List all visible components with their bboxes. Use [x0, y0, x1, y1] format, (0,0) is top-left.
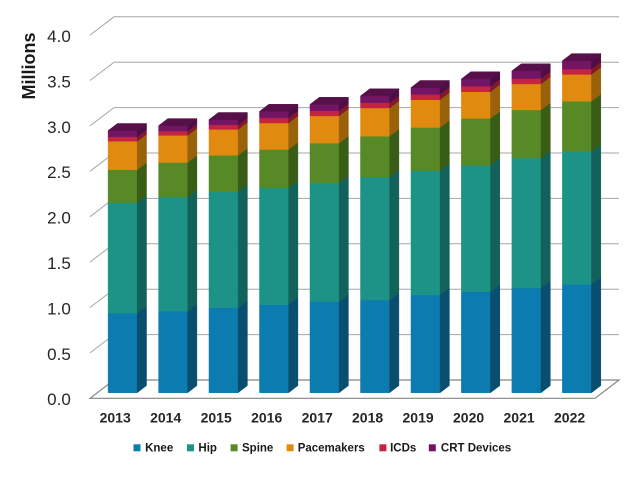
svg-text:2015: 2015: [201, 410, 232, 426]
svg-text:2016: 2016: [251, 410, 282, 426]
svg-text:Hip: Hip: [198, 442, 217, 454]
svg-text:3.0: 3.0: [47, 118, 71, 137]
svg-text:2.5: 2.5: [47, 163, 71, 182]
svg-text:2013: 2013: [100, 410, 131, 426]
svg-text:CRT Devices: CRT Devices: [441, 442, 511, 454]
svg-text:Knee: Knee: [145, 442, 173, 454]
svg-text:2020: 2020: [453, 410, 484, 426]
svg-text:2021: 2021: [504, 410, 535, 426]
svg-text:4.0: 4.0: [47, 27, 71, 46]
svg-text:2014: 2014: [150, 410, 181, 426]
svg-text:2018: 2018: [352, 410, 383, 426]
svg-text:Pacemakers: Pacemakers: [298, 442, 365, 454]
svg-text:2.0: 2.0: [47, 209, 71, 228]
svg-text:Spine: Spine: [242, 442, 273, 454]
svg-text:1.0: 1.0: [47, 299, 71, 318]
svg-text:0.5: 0.5: [47, 345, 71, 364]
svg-text:2019: 2019: [403, 410, 434, 426]
svg-text:2017: 2017: [302, 410, 333, 426]
svg-text:3.5: 3.5: [47, 72, 71, 91]
svg-text:1.5: 1.5: [47, 254, 71, 273]
svg-text:Millions: Millions: [19, 32, 39, 99]
svg-text:2022: 2022: [554, 410, 585, 426]
svg-text:0.0: 0.0: [47, 390, 71, 409]
svg-text:ICDs: ICDs: [390, 442, 416, 454]
